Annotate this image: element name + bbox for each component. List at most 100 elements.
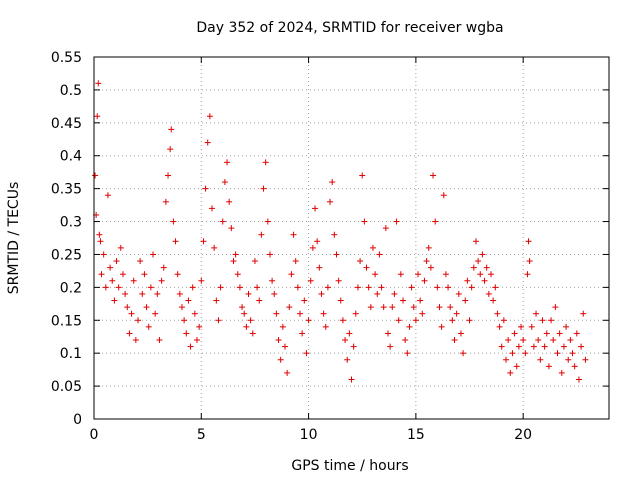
data-point xyxy=(565,356,572,363)
data-point xyxy=(204,139,211,146)
data-point xyxy=(430,172,437,179)
y-tick-label: 0.15 xyxy=(51,313,82,329)
data-point xyxy=(284,369,291,376)
data-point xyxy=(548,317,555,324)
data-point xyxy=(98,271,105,278)
data-point xyxy=(194,337,200,344)
data-point xyxy=(185,297,192,304)
data-point xyxy=(329,179,336,186)
data-point xyxy=(558,369,565,376)
data-point xyxy=(266,251,273,258)
data-point xyxy=(563,323,570,330)
data-point xyxy=(518,323,525,330)
x-tick-label: 15 xyxy=(407,427,425,443)
y-axis-label: SRMTID / TECUs xyxy=(6,182,22,295)
data-point xyxy=(357,258,364,265)
data-point xyxy=(324,284,331,291)
data-point xyxy=(294,284,301,291)
data-point xyxy=(380,304,387,311)
data-point xyxy=(277,356,284,363)
data-point xyxy=(152,310,159,317)
data-point xyxy=(477,271,484,278)
data-point xyxy=(395,317,402,324)
data-point xyxy=(109,277,116,284)
data-point xyxy=(316,264,323,271)
data-point xyxy=(260,185,267,192)
data-point xyxy=(445,284,452,291)
x-tick-label: 0 xyxy=(90,427,99,443)
data-point xyxy=(303,350,310,357)
data-point xyxy=(500,317,507,324)
y-tick-label: 0.5 xyxy=(60,83,82,99)
data-point xyxy=(580,310,587,317)
data-point xyxy=(333,251,340,258)
data-point xyxy=(219,218,226,225)
data-point xyxy=(578,343,585,350)
data-point xyxy=(487,271,494,278)
x-tick-label: 10 xyxy=(300,427,318,443)
data-point xyxy=(147,284,154,291)
data-point xyxy=(331,231,338,238)
data-point xyxy=(520,337,527,344)
data-point xyxy=(421,277,428,284)
data-point xyxy=(541,343,548,350)
data-point xyxy=(245,290,252,297)
data-point xyxy=(158,277,165,284)
data-point xyxy=(447,304,454,311)
data-point xyxy=(183,330,190,337)
data-point xyxy=(503,356,509,363)
data-point xyxy=(460,350,467,357)
data-point xyxy=(312,205,319,212)
data-point xyxy=(545,363,552,370)
data-point xyxy=(176,290,183,297)
data-point xyxy=(440,192,447,199)
data-point xyxy=(350,343,357,350)
data-point xyxy=(374,290,381,297)
data-point xyxy=(556,330,563,337)
data-point xyxy=(400,297,406,304)
data-point xyxy=(156,337,163,344)
data-point xyxy=(141,271,148,278)
data-point xyxy=(189,284,196,291)
data-point xyxy=(432,218,439,225)
data-point xyxy=(314,238,321,245)
y-tick-label: 0.4 xyxy=(60,149,82,165)
data-point xyxy=(115,284,122,291)
data-point xyxy=(178,304,185,311)
y-tick-labels: 0 0.05 0.1 0.15 0.2 0.25 0.3 0.35 0.4 0.45 0.5 0.55 xyxy=(51,50,82,428)
data-point xyxy=(94,113,101,120)
data-point xyxy=(378,284,385,291)
data-point xyxy=(434,284,441,291)
data-points xyxy=(92,80,589,383)
data-point xyxy=(342,337,349,344)
data-point xyxy=(442,271,449,278)
data-point xyxy=(271,290,278,297)
data-point xyxy=(528,323,535,330)
data-point xyxy=(221,179,228,186)
data-point xyxy=(126,330,133,337)
data-point xyxy=(427,264,434,271)
data-point xyxy=(571,363,578,370)
data-point xyxy=(415,271,422,278)
data-point xyxy=(234,271,241,278)
data-point xyxy=(522,350,529,357)
data-point xyxy=(391,290,398,297)
y-tick-label: 0.1 xyxy=(60,346,82,362)
data-point xyxy=(167,146,174,153)
data-point xyxy=(213,297,220,304)
data-point xyxy=(346,330,353,337)
data-point xyxy=(168,126,175,133)
data-point xyxy=(483,264,490,271)
data-point xyxy=(226,198,233,205)
y-tick-label: 0.55 xyxy=(51,50,82,66)
data-point xyxy=(490,297,497,304)
data-point xyxy=(269,277,276,284)
data-point xyxy=(122,290,129,297)
data-point xyxy=(575,376,582,383)
data-point xyxy=(281,343,288,350)
data-point xyxy=(292,258,299,265)
data-point xyxy=(367,304,374,311)
data-point xyxy=(217,284,224,291)
data-point xyxy=(241,310,248,317)
data-point xyxy=(494,310,501,317)
